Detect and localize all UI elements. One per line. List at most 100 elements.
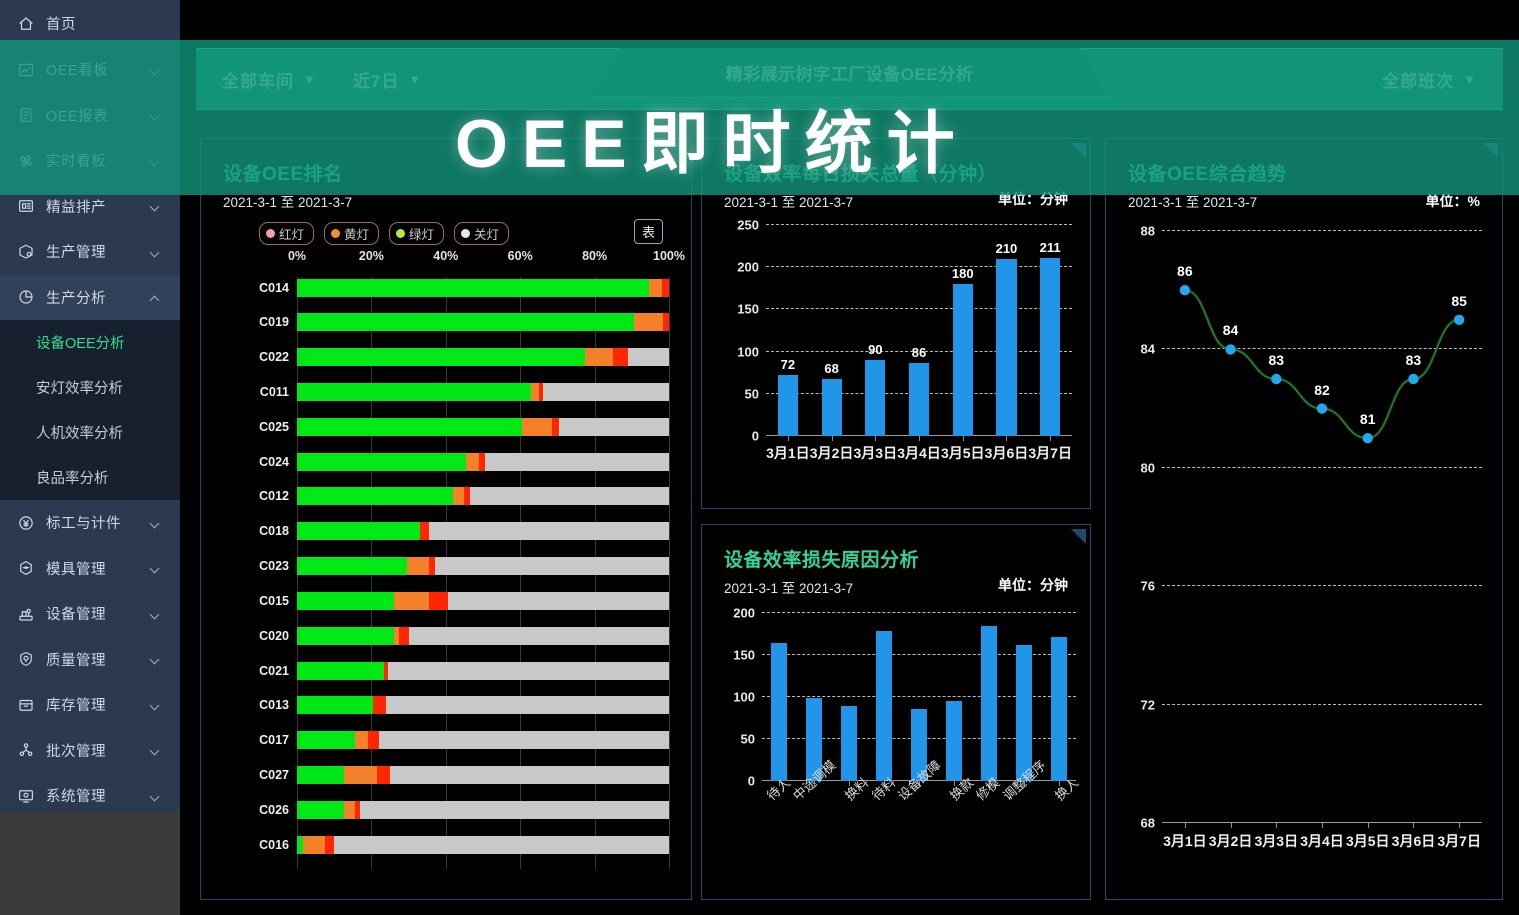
rank-row[interactable]: C023 [259,550,669,583]
segment-yellow [393,626,400,645]
rank-xtick: 20% [358,249,384,263]
bar-column[interactable] [1006,613,1041,781]
y-axis-tick: 76 [1140,578,1155,594]
sidebar-item-2[interactable]: OEE看板 [0,47,180,93]
rank-row[interactable]: C013 [259,689,669,722]
rank-row[interactable]: C027 [259,759,669,792]
rank-row[interactable]: C011 [259,375,669,408]
panel-rank-title: 设备OEE排名 [223,164,343,185]
x-axis-tick-label: 3月5日 [940,445,985,461]
rank-row[interactable]: C019 [259,306,669,339]
panel-reason-title: 设备效率损失原因分析 [724,550,920,571]
bar-column[interactable] [867,613,902,781]
x-axis-tick-mark [849,781,851,786]
x-axis-labels: 待人 中途调模 换料 待料 设备故障 换款 修模 调整程序 换人 [762,757,1081,809]
segment-red [324,835,335,854]
legend-pill-2[interactable]: 黄灯 [324,222,380,245]
chevron-down-icon [149,156,160,167]
segment-green [297,835,303,854]
sidebar-item-7[interactable]: 生产分析 [0,274,180,320]
mold-icon [14,558,38,578]
bar-column[interactable] [762,613,797,781]
bar-column[interactable] [936,613,971,781]
rank-row[interactable]: C021 [259,654,669,687]
legend-dot-icon [266,229,275,238]
rank-row[interactable]: C012 [259,480,669,513]
segment-green [297,313,634,332]
sidebar-item-11[interactable]: 质量管理 [0,637,180,683]
bar-column[interactable]: 86 [897,225,941,436]
bar-column[interactable]: 72 [766,225,810,436]
sidebar-item-label: 系统管理 [46,789,106,806]
bar-column[interactable]: 68 [810,225,854,436]
y-axis-tick: 88 [1140,223,1155,239]
rank-row[interactable]: C025 [259,410,669,443]
legend-pill-3[interactable]: 绿灯 [389,222,445,245]
segment-yellow [466,452,480,471]
rank-xtick: 40% [433,249,459,263]
box-icon [14,242,38,262]
sidebar-subitem-3[interactable]: 人机效率分析 [36,426,123,442]
rank-row-bar [297,417,669,436]
legend-pill-4[interactable]: 关灯 [454,222,510,245]
sidebar-item-10[interactable]: 设备管理 [0,591,180,637]
bar-column[interactable] [832,613,867,781]
bar-column[interactable] [1041,613,1076,781]
sidebar-subitem-1[interactable]: 设备OEE分析 [36,336,125,352]
sidebar-item-3[interactable]: OEE报表 [0,93,180,139]
segment-off [334,835,669,854]
sidebar-item-8[interactable]: 标工与计件 [0,500,180,546]
rank-row[interactable]: C018 [259,515,669,548]
legend-dot-icon [331,229,341,238]
rank-legend: 红灯 黄灯 绿灯 关灯 [259,222,510,245]
bar-series [762,613,1076,781]
bar-column[interactable] [797,613,832,781]
sidebar-item-4[interactable]: 实时看板 [0,138,180,184]
bar-column[interactable]: 90 [853,225,897,436]
bar-column[interactable] [902,613,937,781]
segment-red [384,661,389,680]
legend-pill-1[interactable]: 红灯 [259,222,315,245]
rank-row[interactable]: C015 [259,584,669,617]
table-view-button[interactable]: 表 [633,219,663,244]
rank-row[interactable]: C014 [259,271,669,304]
segment-off [447,591,669,610]
rank-xtick: 80% [582,249,608,263]
rank-row-label: C011 [259,384,289,399]
sidebar-item-12[interactable]: 库存管理 [0,682,180,728]
rank-row[interactable]: C024 [259,445,669,478]
bar-column[interactable]: 211 [1028,225,1072,436]
date-range-filter[interactable]: 近7日 ▼ [353,67,422,92]
chevron-down-icon [149,65,160,76]
rank-row[interactable]: C020 [259,619,669,652]
sidebar-item-14[interactable]: 系统管理 [0,773,180,819]
segment-off [559,417,669,436]
segment-off [429,522,669,541]
sidebar-item-13[interactable]: 批次管理 [0,728,180,774]
rank-row[interactable]: C016 [259,828,669,861]
corner-triangle-icon [1071,143,1086,158]
sidebar-item-label: 批次管理 [46,743,106,760]
sidebar-item-label: 模具管理 [46,561,106,578]
sidebar-item-5[interactable]: 精益排产 [0,184,180,230]
sidebar-item-6[interactable]: 生产管理 [0,229,180,275]
x-axis-tick-label: 3月1日 [766,445,810,461]
sidebar-subitem-4[interactable]: 良品率分析 [36,471,109,487]
sidebar-item-1[interactable]: 首页 [0,0,180,47]
sidebar-subitem-2[interactable]: 安灯效率分析 [36,381,123,397]
inventory-icon [14,695,38,715]
shift-filter[interactable]: 全部班次 ▼ [1382,67,1477,92]
legend-label: 关灯 [474,228,500,242]
workshop-filter[interactable]: 全部车间 ▼ [222,67,317,92]
bar-column[interactable]: 210 [985,225,1029,436]
sidebar-item-9[interactable]: 模具管理 [0,546,180,592]
bar-rect [841,706,858,781]
rank-row[interactable]: C026 [259,793,669,826]
chevron-down-icon [149,518,160,529]
bar-rect [980,625,997,781]
bar-column[interactable] [971,613,1006,781]
segment-red [479,452,485,471]
rank-row[interactable]: C022 [259,341,669,374]
bar-column[interactable]: 180 [941,225,985,436]
rank-row[interactable]: C017 [259,724,669,757]
